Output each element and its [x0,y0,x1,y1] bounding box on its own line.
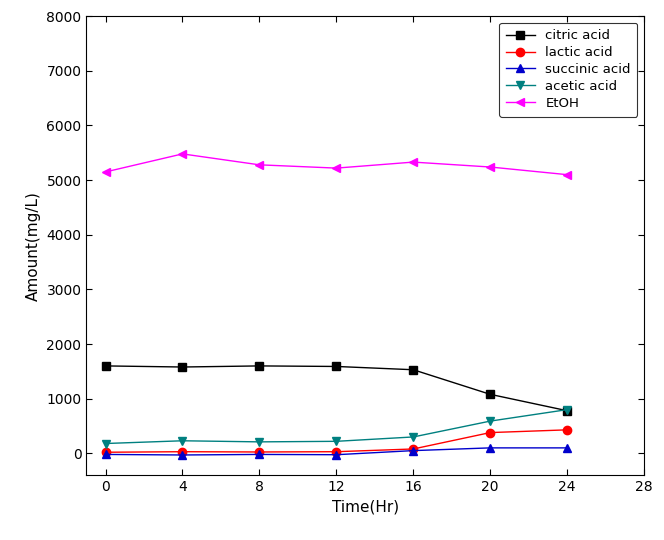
succinic acid [409,447,417,454]
EtOH [179,151,187,157]
Line: citric acid: citric acid [102,362,571,415]
EtOH [563,171,571,178]
EtOH [102,168,110,175]
EtOH [409,159,417,165]
citric acid [563,408,571,414]
Line: succinic acid: succinic acid [102,444,571,459]
succinic acid [563,444,571,451]
succinic acid [256,451,264,458]
acetic acid [256,438,264,445]
succinic acid [333,451,341,458]
acetic acid [333,438,341,444]
Line: acetic acid: acetic acid [102,406,571,448]
citric acid [179,364,187,370]
citric acid [102,363,110,369]
citric acid [333,363,341,370]
citric acid [486,391,494,397]
lactic acid [179,448,187,455]
acetic acid [102,440,110,447]
succinic acid [486,444,494,451]
Y-axis label: Amount(mg/L): Amount(mg/L) [26,191,41,301]
X-axis label: Time(Hr): Time(Hr) [331,500,399,515]
acetic acid [179,437,187,444]
EtOH [486,164,494,170]
succinic acid [102,451,110,458]
acetic acid [409,434,417,440]
lactic acid [333,448,341,455]
Legend: citric acid, lactic acid, succinic acid, acetic acid, EtOH: citric acid, lactic acid, succinic acid,… [499,23,637,117]
lactic acid [102,449,110,456]
EtOH [333,165,341,171]
lactic acid [486,429,494,436]
acetic acid [563,407,571,413]
lactic acid [563,427,571,433]
citric acid [256,363,264,369]
lactic acid [409,446,417,452]
Line: lactic acid: lactic acid [102,426,571,456]
acetic acid [486,418,494,424]
succinic acid [179,452,187,458]
lactic acid [256,449,264,455]
citric acid [409,367,417,373]
Line: EtOH: EtOH [102,150,571,179]
EtOH [256,161,264,168]
